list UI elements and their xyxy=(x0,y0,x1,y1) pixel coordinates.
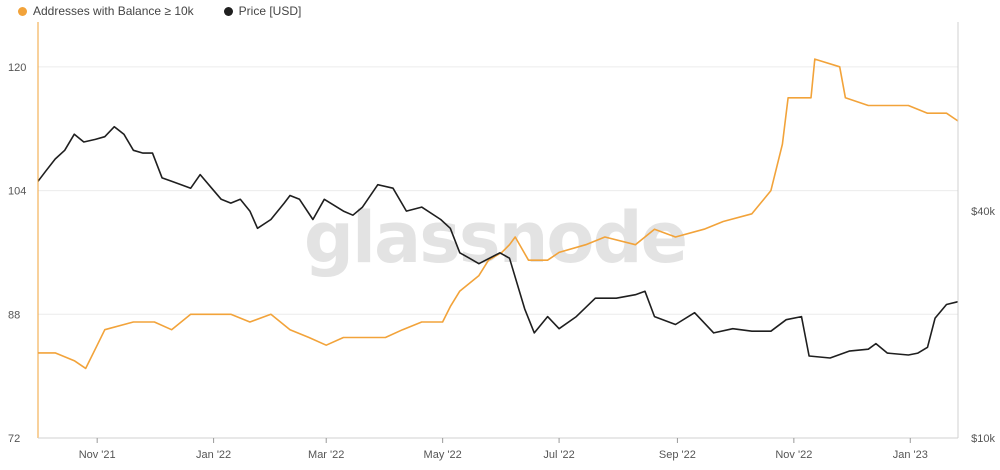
y-right-tick-label: $40k xyxy=(971,206,995,218)
legend-item-addresses[interactable]: Addresses with Balance ≥ 10k xyxy=(18,4,194,18)
legend-dot-price xyxy=(223,6,233,16)
legend-item-price[interactable]: Price [USD] xyxy=(223,4,302,18)
y-left-tick-label: 104 xyxy=(8,186,26,198)
chart-legend: Addresses with Balance ≥ 10k Price [USD] xyxy=(18,4,301,18)
x-tick-label: Sep '22 xyxy=(659,449,696,461)
x-tick-label: Nov '22 xyxy=(775,449,812,461)
legend-dot-addresses xyxy=(18,6,27,16)
axes: 72 88 104 120 $10k $40k Nov '21 Jan '22 Mar '22 M… xyxy=(8,22,995,461)
y-left-tick-label: 72 xyxy=(8,433,20,445)
legend-label-addresses: Addresses with Balance ≥ 10k xyxy=(33,4,194,18)
x-tick-label: Jan '23 xyxy=(893,449,928,461)
x-tick-label: Jan '22 xyxy=(196,449,231,461)
plot-area xyxy=(37,58,959,370)
series-line-price xyxy=(37,125,959,359)
y-left-tick-label: 88 xyxy=(8,309,20,321)
x-tick-label: Nov '21 xyxy=(79,449,116,461)
x-tick-label: Jul '22 xyxy=(543,449,574,461)
legend-label-price: Price [USD] xyxy=(238,4,302,18)
y-right-tick-label: $10k xyxy=(971,433,995,445)
watermark-logo: glassnode xyxy=(304,197,686,279)
series-line-addresses xyxy=(38,58,959,370)
x-tick-label: May '22 xyxy=(424,449,462,461)
y-left-tick-label: 120 xyxy=(8,62,26,74)
x-tick-label: Mar '22 xyxy=(308,449,344,461)
